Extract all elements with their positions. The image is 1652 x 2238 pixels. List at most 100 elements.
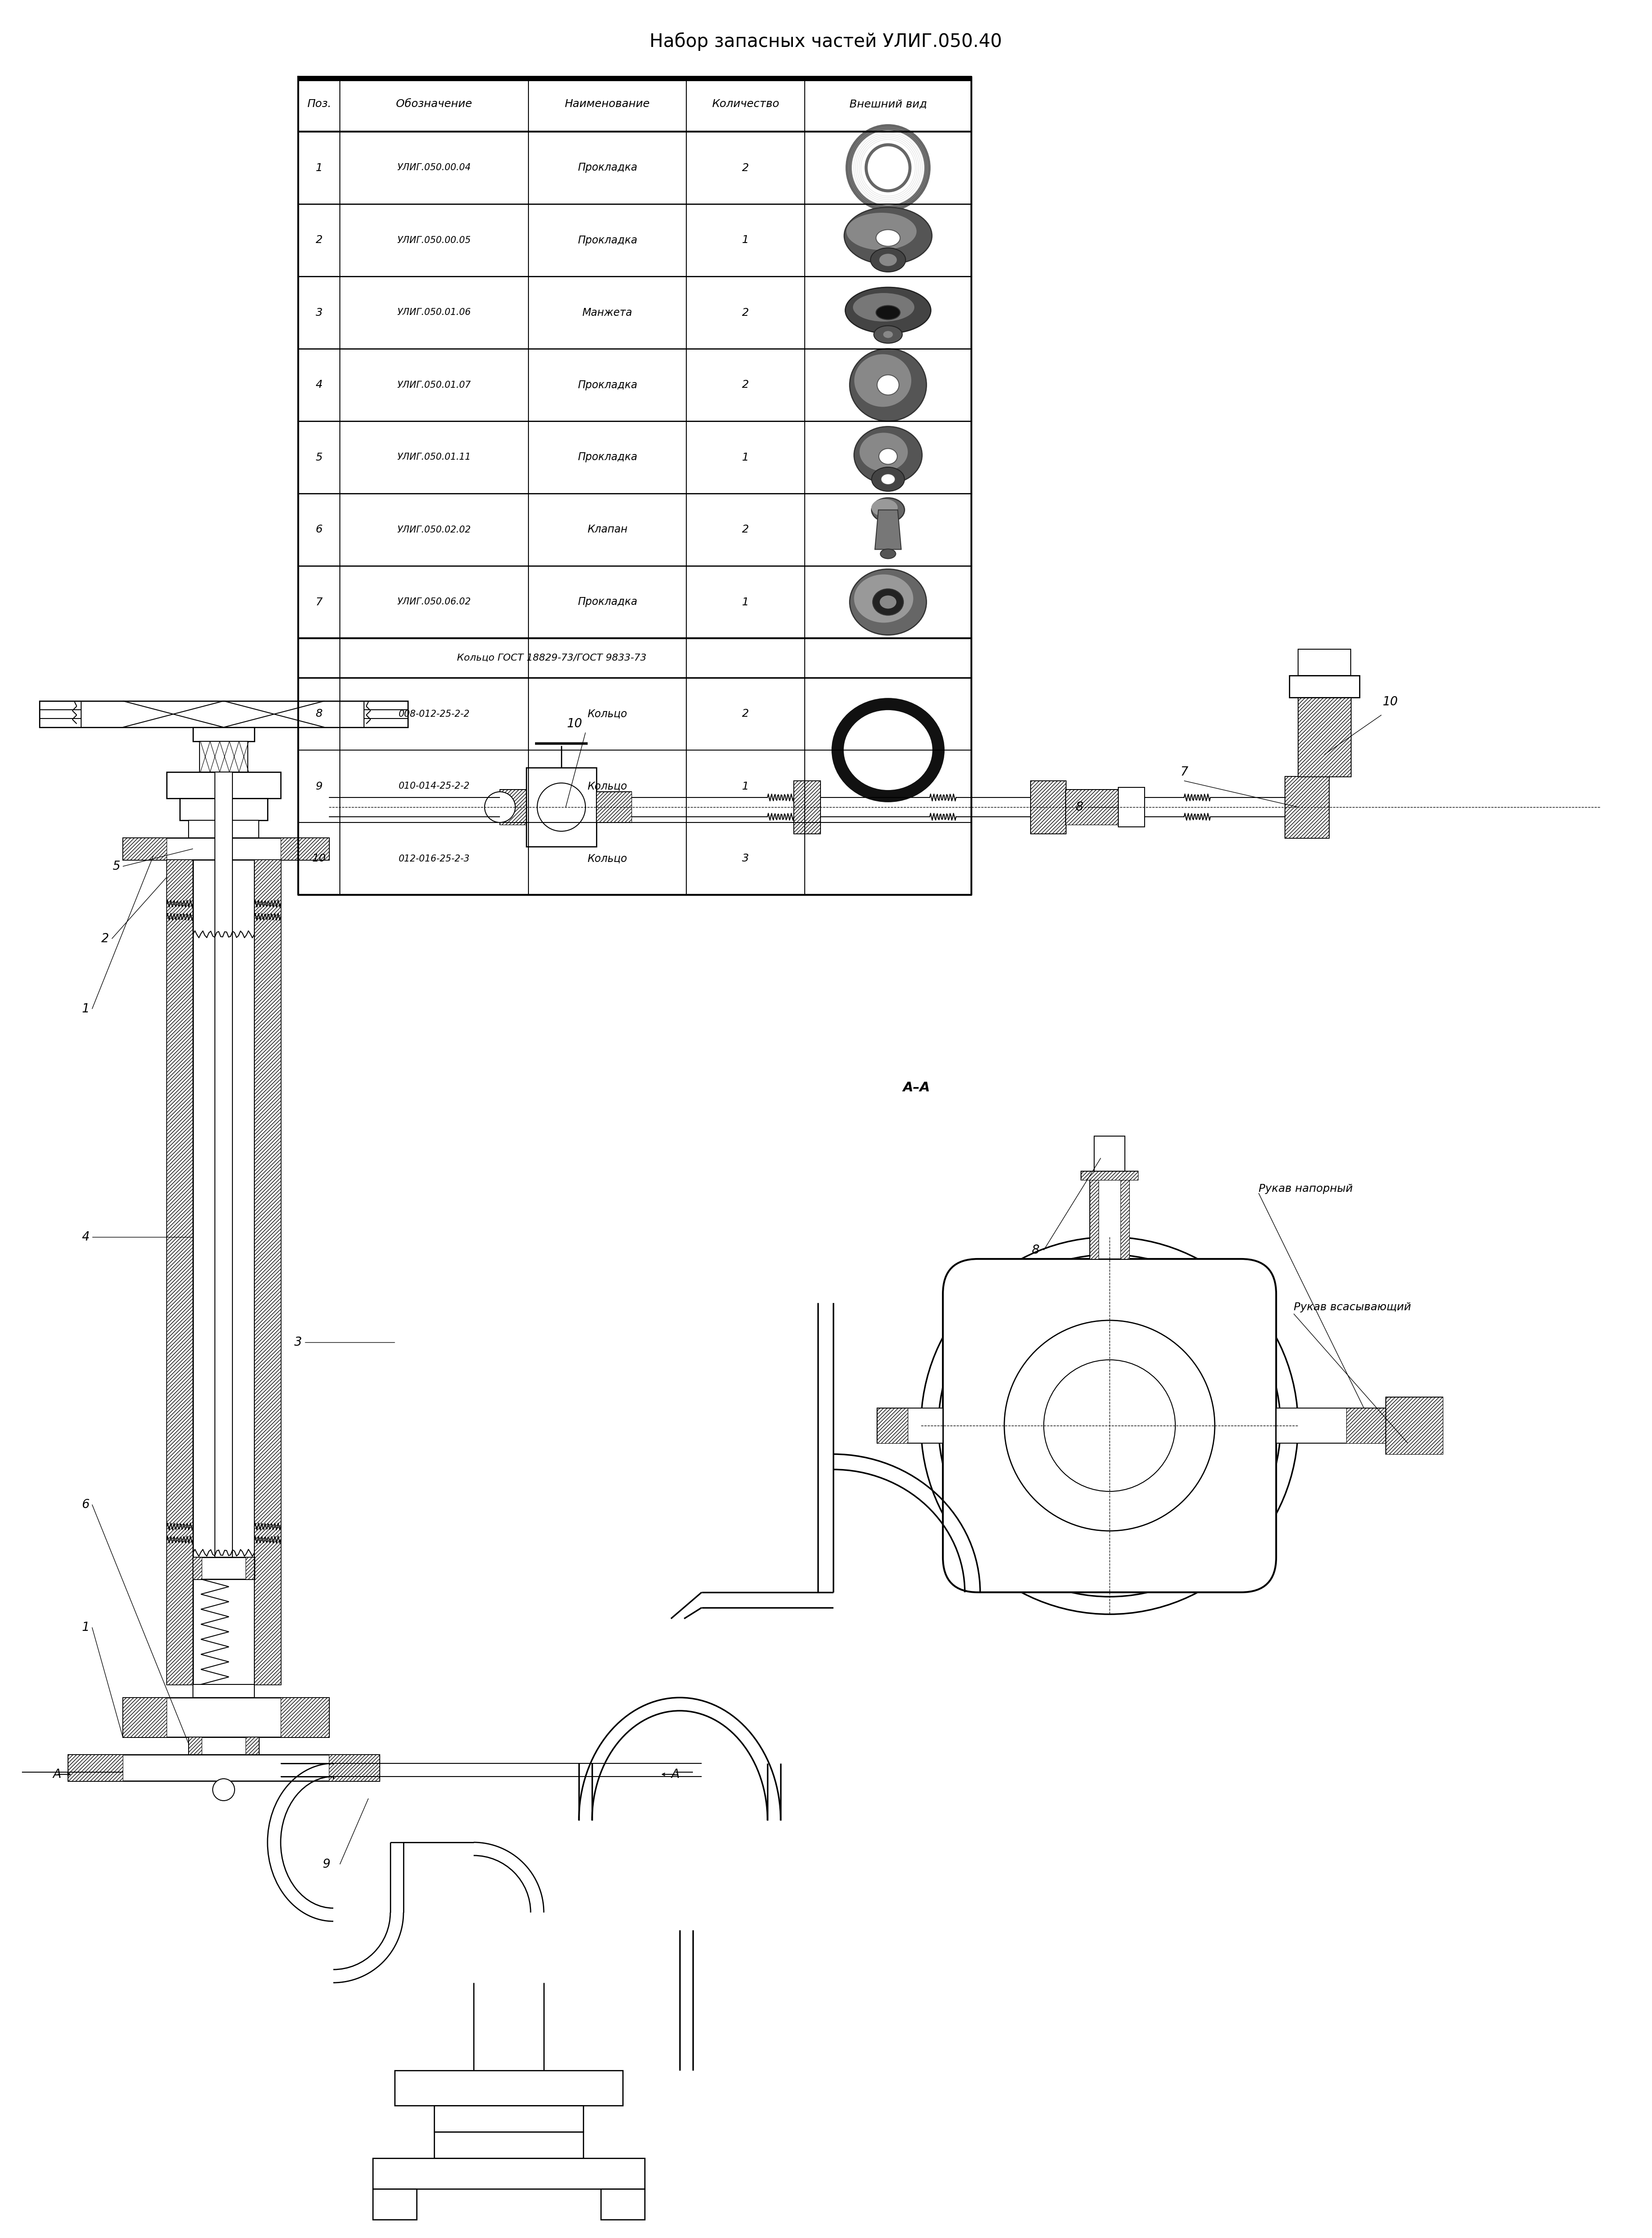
Bar bbox=[1094, 1137, 1125, 1170]
Bar bbox=[188, 1737, 202, 1755]
Text: Прокладка: Прокладка bbox=[578, 452, 638, 463]
Circle shape bbox=[213, 1779, 235, 1802]
Text: 1: 1 bbox=[316, 163, 322, 172]
Bar bbox=[188, 821, 259, 837]
Bar bbox=[1090, 1179, 1099, 1260]
Bar bbox=[180, 799, 268, 821]
Text: 8: 8 bbox=[1075, 801, 1084, 812]
Text: Прокладка: Прокладка bbox=[578, 380, 638, 389]
Bar bbox=[1066, 790, 1118, 824]
Text: 4: 4 bbox=[81, 1231, 89, 1242]
Text: 2: 2 bbox=[742, 709, 748, 718]
Bar bbox=[40, 700, 408, 727]
Bar bbox=[200, 741, 248, 772]
Bar bbox=[167, 859, 193, 1685]
Text: 1: 1 bbox=[742, 781, 748, 792]
Bar bbox=[596, 792, 631, 824]
Bar bbox=[1031, 781, 1066, 833]
Text: Поз.: Поз. bbox=[307, 98, 330, 110]
Bar bbox=[877, 1408, 943, 1444]
Bar bbox=[193, 1558, 202, 1580]
Text: 1: 1 bbox=[742, 235, 748, 246]
Bar bbox=[193, 727, 254, 741]
Ellipse shape bbox=[871, 499, 897, 517]
Text: Кольцо: Кольцо bbox=[588, 709, 628, 718]
Bar bbox=[188, 1737, 259, 1755]
Ellipse shape bbox=[884, 331, 892, 338]
Bar bbox=[122, 837, 329, 859]
Bar bbox=[167, 859, 193, 1685]
Text: Обозначение: Обозначение bbox=[396, 98, 472, 110]
Ellipse shape bbox=[846, 286, 930, 333]
Text: УЛИГ.050.00.04: УЛИГ.050.00.04 bbox=[396, 163, 471, 172]
Text: УЛИГ.050.01.06: УЛИГ.050.01.06 bbox=[396, 309, 471, 318]
Bar bbox=[193, 1685, 254, 1699]
Bar bbox=[1080, 1170, 1138, 1179]
Text: 9: 9 bbox=[316, 781, 322, 792]
Text: 7: 7 bbox=[1180, 765, 1188, 779]
Bar bbox=[1289, 676, 1360, 698]
Text: 3: 3 bbox=[294, 1336, 302, 1350]
Bar bbox=[877, 1408, 909, 1444]
Bar bbox=[434, 2133, 583, 2157]
Text: Наименование: Наименование bbox=[565, 98, 649, 110]
Bar bbox=[281, 837, 329, 859]
Ellipse shape bbox=[879, 253, 897, 266]
Text: 8: 8 bbox=[1031, 1244, 1039, 1256]
Text: Внешний вид: Внешний вид bbox=[849, 98, 927, 110]
Bar bbox=[1298, 698, 1351, 777]
Text: 5: 5 bbox=[112, 859, 121, 873]
Circle shape bbox=[484, 792, 515, 824]
Bar bbox=[373, 2189, 416, 2220]
Text: 7: 7 bbox=[316, 598, 322, 606]
Text: А–А: А–А bbox=[904, 1081, 930, 1094]
Ellipse shape bbox=[844, 208, 932, 264]
Text: УЛИГ.050.00.05: УЛИГ.050.00.05 bbox=[396, 235, 471, 244]
Text: Количество: Количество bbox=[712, 98, 780, 110]
Bar bbox=[254, 859, 281, 1685]
Bar bbox=[1285, 777, 1328, 837]
Text: 1: 1 bbox=[742, 452, 748, 463]
Bar bbox=[122, 837, 167, 859]
Circle shape bbox=[920, 1238, 1298, 1614]
Text: 6: 6 bbox=[81, 1499, 89, 1511]
Bar bbox=[527, 768, 596, 846]
Ellipse shape bbox=[871, 248, 905, 273]
Ellipse shape bbox=[879, 448, 897, 463]
Bar bbox=[246, 1737, 259, 1755]
Text: 3: 3 bbox=[316, 307, 322, 318]
Ellipse shape bbox=[859, 432, 909, 472]
Ellipse shape bbox=[874, 327, 902, 342]
Bar bbox=[1346, 1408, 1386, 1444]
Ellipse shape bbox=[877, 374, 899, 394]
Circle shape bbox=[938, 1256, 1280, 1596]
Bar bbox=[281, 1699, 329, 1737]
Text: УЛИГ.050.01.07: УЛИГ.050.01.07 bbox=[396, 380, 471, 389]
Bar bbox=[1275, 1408, 1386, 1444]
Bar bbox=[1118, 788, 1145, 826]
Text: 1: 1 bbox=[81, 1620, 89, 1634]
Ellipse shape bbox=[854, 427, 922, 483]
Bar bbox=[122, 1699, 329, 1737]
Ellipse shape bbox=[881, 474, 895, 483]
Bar bbox=[601, 2189, 644, 2220]
FancyBboxPatch shape bbox=[943, 1260, 1275, 1591]
Text: Прокладка: Прокладка bbox=[578, 235, 638, 246]
Ellipse shape bbox=[854, 575, 914, 622]
Bar bbox=[1031, 781, 1066, 833]
Text: А: А bbox=[671, 1768, 679, 1781]
Text: УЛИГ.050.01.11: УЛИГ.050.01.11 bbox=[396, 452, 471, 461]
Text: 008-012-25-2-2: 008-012-25-2-2 bbox=[398, 709, 469, 718]
Text: УЛИГ.050.02.02: УЛИГ.050.02.02 bbox=[396, 526, 471, 535]
Circle shape bbox=[1044, 1361, 1175, 1491]
Ellipse shape bbox=[872, 497, 905, 521]
Ellipse shape bbox=[876, 307, 900, 320]
Text: 8: 8 bbox=[316, 709, 322, 718]
Bar bbox=[1386, 1397, 1442, 1455]
Text: А: А bbox=[53, 1768, 61, 1781]
Text: 10: 10 bbox=[312, 853, 325, 864]
Bar bbox=[501, 790, 527, 824]
Text: 9: 9 bbox=[322, 1858, 330, 1871]
Bar bbox=[215, 772, 233, 1558]
Text: Рукав всасывающий: Рукав всасывающий bbox=[1294, 1303, 1411, 1311]
